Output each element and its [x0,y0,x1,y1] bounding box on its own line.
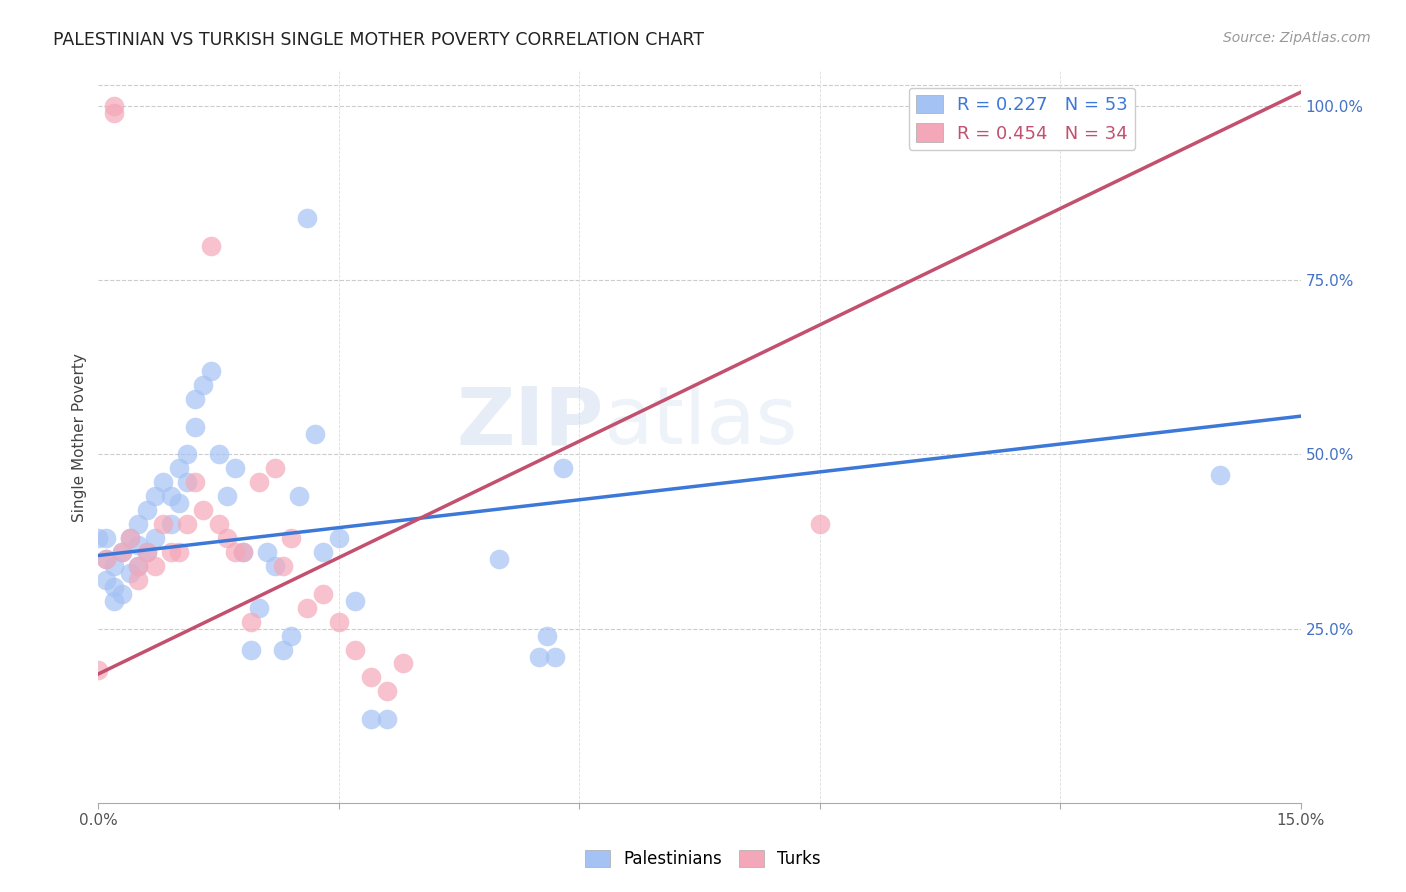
Point [159,517,181,532]
Point [167,461,190,475]
Point [120,531,142,545]
Point [208,448,231,462]
Point [176,517,198,532]
Point [200,364,222,378]
Point [183,392,205,406]
Point [135,545,157,559]
Point [247,475,270,490]
Point [200,238,222,252]
Point [128,517,150,532]
Point [529,649,551,664]
Text: atlas: atlas [603,384,797,461]
Point [96,552,118,566]
Point [544,649,567,664]
Point [152,517,174,532]
Point [159,545,181,559]
Point [128,538,150,552]
Point [247,600,270,615]
Point [111,545,134,559]
Point [280,531,302,545]
Point [295,600,318,615]
Point [128,573,150,587]
Point [111,545,134,559]
Point [103,558,125,573]
Point [191,377,214,392]
Point [392,657,415,671]
Point [360,712,382,726]
Point [143,531,166,545]
Point [271,558,294,573]
Point [135,503,157,517]
Legend: Palestinians, Turks: Palestinians, Turks [578,843,828,875]
Point [312,587,335,601]
Point [215,489,238,503]
Point [152,475,174,490]
Point [375,712,398,726]
Point [176,448,198,462]
Point [295,211,318,225]
Point [553,461,575,475]
Point [208,517,231,532]
Point [312,545,335,559]
Legend: R = 0.227   N = 53, R = 0.454   N = 34: R = 0.227 N = 53, R = 0.454 N = 34 [908,87,1135,150]
Point [280,629,302,643]
Point [271,642,294,657]
Point [224,461,246,475]
Point [128,558,150,573]
Point [343,642,366,657]
Point [120,566,142,580]
Point [328,615,350,629]
Point [183,419,205,434]
Point [215,531,238,545]
Point [256,545,278,559]
Point [239,642,262,657]
Point [239,615,262,629]
Point [103,580,125,594]
Point [288,489,311,503]
Point [120,531,142,545]
Point [232,545,254,559]
Point [488,552,510,566]
Point [263,461,285,475]
Point [263,558,285,573]
Point [103,594,125,608]
Point [143,489,166,503]
Point [536,629,558,643]
Point [232,545,254,559]
Point [128,558,150,573]
Point [224,545,246,559]
Point [143,558,166,573]
Point [96,573,118,587]
Point [167,496,190,510]
Point [96,531,118,545]
Point [191,503,214,517]
Point [111,587,134,601]
Y-axis label: Single Mother Poverty: Single Mother Poverty [72,352,87,522]
Point [87,664,110,678]
Point [1209,468,1232,483]
Text: Source: ZipAtlas.com: Source: ZipAtlas.com [1223,31,1371,45]
Point [167,545,190,559]
Text: PALESTINIAN VS TURKISH SINGLE MOTHER POVERTY CORRELATION CHART: PALESTINIAN VS TURKISH SINGLE MOTHER POV… [53,31,704,49]
Point [159,489,181,503]
Point [343,594,366,608]
Point [304,426,326,441]
Point [808,517,831,532]
Point [375,684,398,698]
Point [103,106,125,120]
Point [183,475,205,490]
Point [360,670,382,684]
Point [96,552,118,566]
Point [328,531,350,545]
Point [135,545,157,559]
Text: ZIP: ZIP [456,384,603,461]
Point [87,531,110,545]
Point [176,475,198,490]
Point [103,99,125,113]
